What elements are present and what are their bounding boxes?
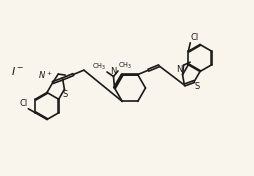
Text: CH$_3$: CH$_3$ bbox=[118, 61, 132, 71]
Text: N: N bbox=[109, 67, 116, 76]
Text: $I^-$: $I^-$ bbox=[11, 65, 24, 77]
Text: CH$_3$: CH$_3$ bbox=[92, 61, 106, 72]
Text: N: N bbox=[175, 65, 181, 74]
Text: $N^+$: $N^+$ bbox=[38, 70, 52, 81]
Text: Cl: Cl bbox=[20, 99, 28, 108]
Text: Cl: Cl bbox=[190, 33, 198, 42]
Text: S: S bbox=[194, 82, 199, 91]
Text: S: S bbox=[62, 90, 67, 99]
